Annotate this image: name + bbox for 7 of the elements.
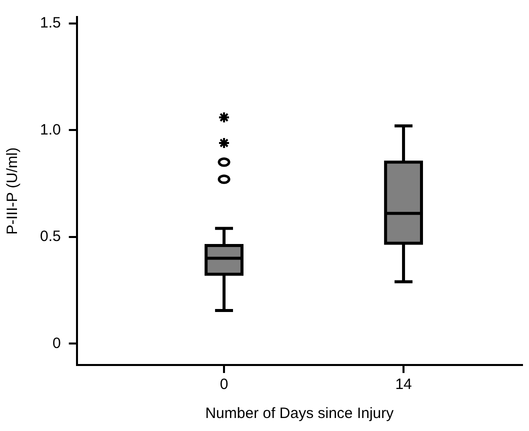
x-axis-title: Number of Days since Injury — [205, 405, 394, 422]
y-axis-title: P-III-P (U/ml) — [4, 147, 22, 235]
y-tick-label: 1.0 — [40, 121, 61, 138]
y-tick-label: 0.5 — [40, 228, 61, 246]
x-tick-label: 14 — [395, 376, 412, 394]
y-tick-label: 1.5 — [40, 14, 61, 32]
y-tick-label: 0 — [52, 334, 61, 352]
